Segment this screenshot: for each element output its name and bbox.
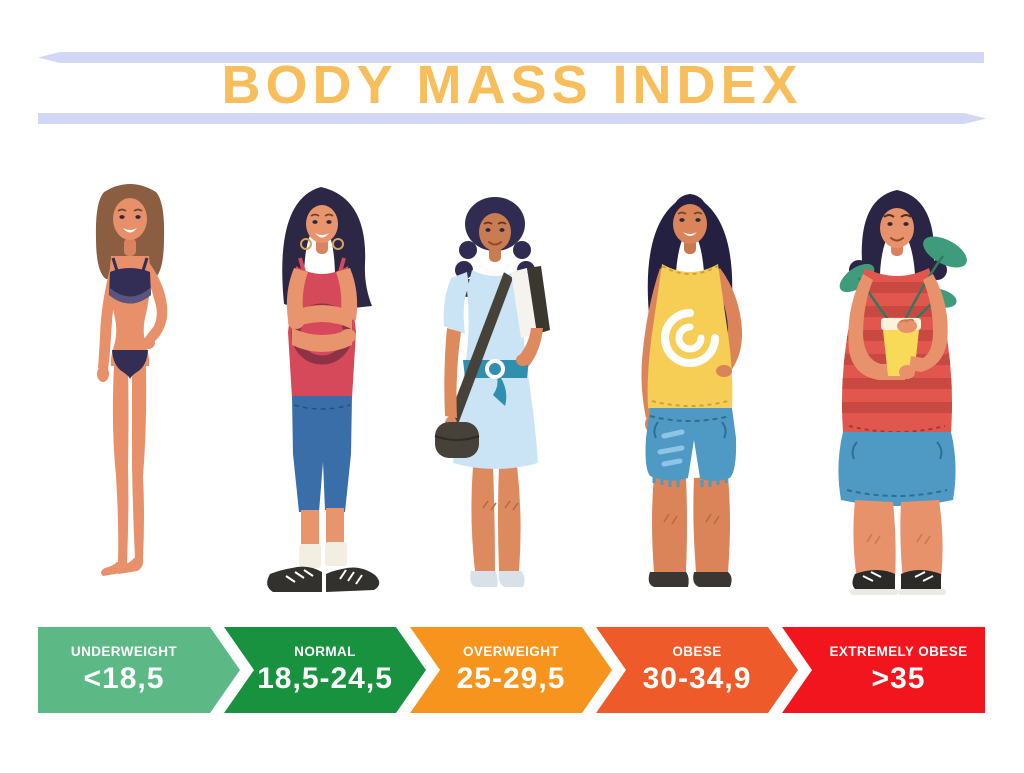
scale-label: EXTREMELY OBESE: [829, 644, 968, 659]
scale-label: OVERWEIGHT: [462, 644, 559, 659]
scale-range: 25-29,5: [456, 662, 566, 695]
page-title: BODY MASS INDEX: [221, 55, 803, 115]
scale-label: UNDERWEIGHT: [70, 644, 178, 659]
scale-segment-extremely-obese: EXTREMELY OBESE >35: [782, 627, 985, 713]
illustration-overweight-woman: [415, 178, 585, 593]
illustration-extremely-obese-woman: [795, 170, 1000, 600]
obese-woman-drawing: [641, 194, 743, 587]
scale-label: OBESE: [672, 644, 722, 659]
illustration-underweight-woman: [55, 166, 205, 596]
scale-segment-overweight: OVERWEIGHT 25-29,5: [410, 627, 612, 713]
scale-segment-obese: OBESE 30-34,9: [596, 627, 798, 713]
extremely-obese-woman-drawing: [838, 190, 967, 595]
title-rule-bottom: [38, 113, 986, 124]
illustration-obese-woman: [588, 170, 793, 594]
normal-woman-drawing: [267, 187, 380, 592]
scale-segment-underweight: UNDERWEIGHT <18,5: [38, 627, 240, 713]
scale-range: 18,5-24,5: [257, 662, 393, 695]
illustration-normal-weight-woman: [228, 172, 413, 596]
overweight-woman-drawing: [434, 197, 550, 587]
title-rule-top: [38, 52, 984, 63]
scale-range: <18,5: [83, 662, 165, 695]
scale-range: 30-34,9: [642, 662, 752, 695]
underweight-woman-drawing: [95, 184, 168, 576]
scale-range: >35: [871, 662, 926, 695]
scale-label: NORMAL: [294, 644, 356, 659]
scale-segment-normal: NORMAL 18,5-24,5: [224, 627, 426, 713]
